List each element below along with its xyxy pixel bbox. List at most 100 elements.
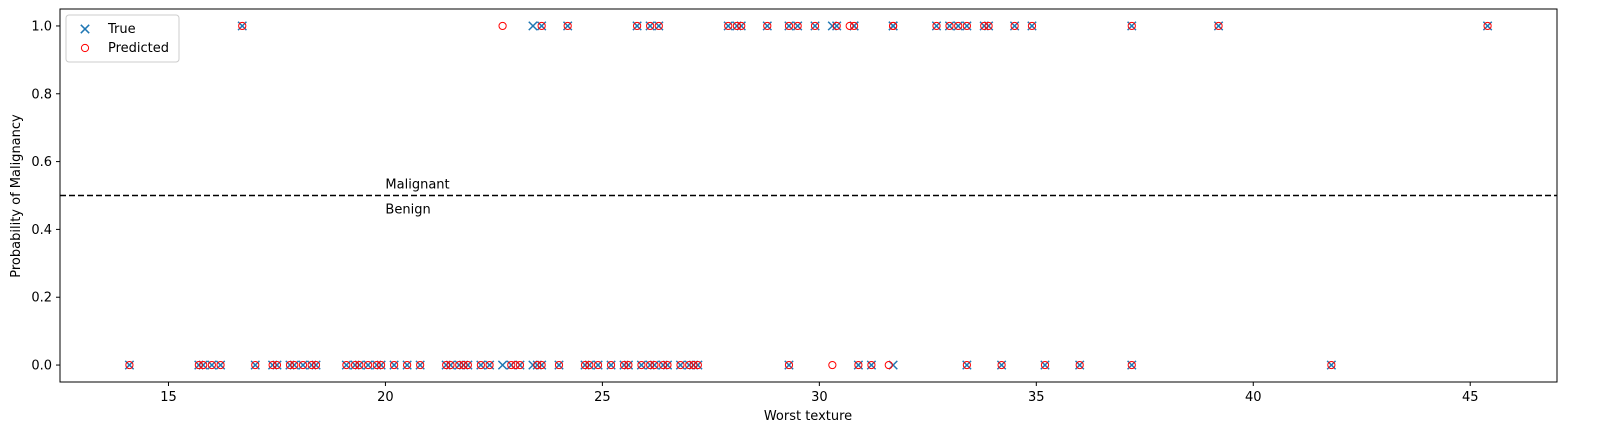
x-tick-label: 45: [1462, 390, 1479, 405]
predicted-point: [238, 21, 247, 31]
predicted-point: [285, 360, 295, 370]
y-axis: 0.0 0.2 0.4 0.6 0.8 1.0: [31, 19, 60, 374]
predicted-point: [1127, 360, 1136, 370]
predicted-point: [554, 360, 564, 370]
predicted-point: [251, 360, 260, 370]
true-point: [827, 21, 838, 31]
predicted-point: [962, 360, 971, 370]
predicted-point: [268, 360, 277, 370]
predicted-point: [446, 360, 455, 370]
predicted-point: [646, 21, 655, 31]
x-axis: 15 20 25 30 35 40 45: [160, 382, 1478, 405]
predicted-point: [350, 360, 360, 370]
x-tick-label: 35: [1028, 390, 1045, 405]
predicted-point: [984, 21, 993, 31]
predicted-point: [355, 360, 364, 370]
predicted-point: [849, 21, 859, 31]
predicted-point: [884, 360, 893, 370]
predicted-point: [511, 360, 520, 370]
predicted-point: [659, 360, 668, 370]
predicted-point: [624, 360, 633, 370]
predicted-point: [867, 360, 876, 370]
predicted-point: [272, 360, 282, 370]
predicted-point: [980, 21, 989, 31]
true-point-stroke-b: [888, 360, 898, 370]
y-tick-label: 0.2: [31, 291, 52, 306]
predicted-point: [216, 360, 225, 370]
predicted-point: [606, 360, 616, 370]
predicted-point: [763, 21, 772, 31]
predicted-point: [1483, 21, 1492, 31]
predicted-point: [585, 360, 594, 370]
predicted-point: [307, 360, 316, 370]
predicted-point: [194, 360, 203, 370]
y-tick-label: 0.4: [31, 223, 52, 238]
predicted-point: [1040, 360, 1050, 370]
true-point: [888, 360, 898, 370]
x-tick-label: 30: [811, 390, 828, 405]
true-point: [528, 360, 538, 370]
predicted-point: [832, 21, 841, 31]
malignant-annotation: Malignant: [385, 178, 449, 193]
predicted-point: [654, 21, 663, 31]
predicted-point: [962, 21, 971, 31]
predicted-point: [563, 21, 572, 31]
predicted-point: [498, 21, 507, 31]
predicted-point: [342, 360, 351, 370]
predicted-point: [784, 21, 794, 31]
predicted-point: [619, 360, 629, 370]
y-tick-label: 1.0: [31, 19, 52, 34]
legend-true-marker: [80, 24, 90, 34]
predicted-point: [845, 21, 854, 31]
predicted-point: [685, 360, 694, 370]
y-axis-label: Probability of Malignancy: [9, 114, 24, 278]
true-point: [497, 360, 508, 370]
legend-true-x-stroke-b: [80, 24, 90, 34]
x-tick-label: 25: [594, 390, 611, 405]
predicted-point: [854, 360, 863, 370]
predicted-point: [1127, 21, 1136, 31]
x-tick-label: 15: [160, 390, 177, 405]
predicted-point: [737, 21, 746, 31]
predicted-point: [537, 21, 546, 31]
predicted-point: [537, 360, 546, 370]
true-point: [528, 21, 538, 31]
predicted-point: [311, 360, 321, 370]
predicted-point: [1214, 21, 1223, 31]
predicted-point: [298, 360, 308, 370]
legend-predicted-label: Predicted: [108, 41, 169, 56]
benign-annotation: Benign: [385, 203, 430, 218]
predicted-point: [593, 360, 603, 370]
legend: True Predicted: [65, 14, 180, 63]
predicted-point: [693, 360, 702, 370]
legend-predicted-o: [80, 43, 90, 53]
legend-predicted-marker: [80, 43, 90, 53]
predicted-point: [463, 360, 472, 370]
true-point-stroke-b: [497, 360, 508, 370]
predicted-point: [793, 21, 802, 31]
predicted-point: [646, 360, 655, 370]
predicted-point: [125, 360, 134, 370]
predicted-point: [376, 360, 386, 370]
predicted-point: [372, 360, 381, 370]
predicted-point: [954, 21, 963, 31]
predicted-point: [997, 360, 1006, 370]
predicted-point: [403, 360, 412, 370]
predicted-point: [515, 360, 525, 370]
predicted-point: [485, 360, 494, 370]
legend-box: [65, 14, 180, 63]
predicted-point: [663, 360, 672, 370]
true-point-stroke-b: [827, 21, 838, 31]
predicted-point: [390, 360, 399, 370]
predicted-point: [459, 360, 468, 370]
predicted-point: [676, 360, 685, 370]
y-tick-label: 0.6: [31, 155, 52, 170]
legend-true-label: True: [107, 22, 136, 37]
x-axis-label: Worst texture: [764, 409, 852, 424]
predicted-point: [1010, 21, 1019, 31]
x-tick-label: 20: [377, 390, 394, 405]
predicted-point: [689, 360, 698, 370]
legend-true-x: [80, 24, 90, 34]
predicted-point: [724, 21, 733, 31]
